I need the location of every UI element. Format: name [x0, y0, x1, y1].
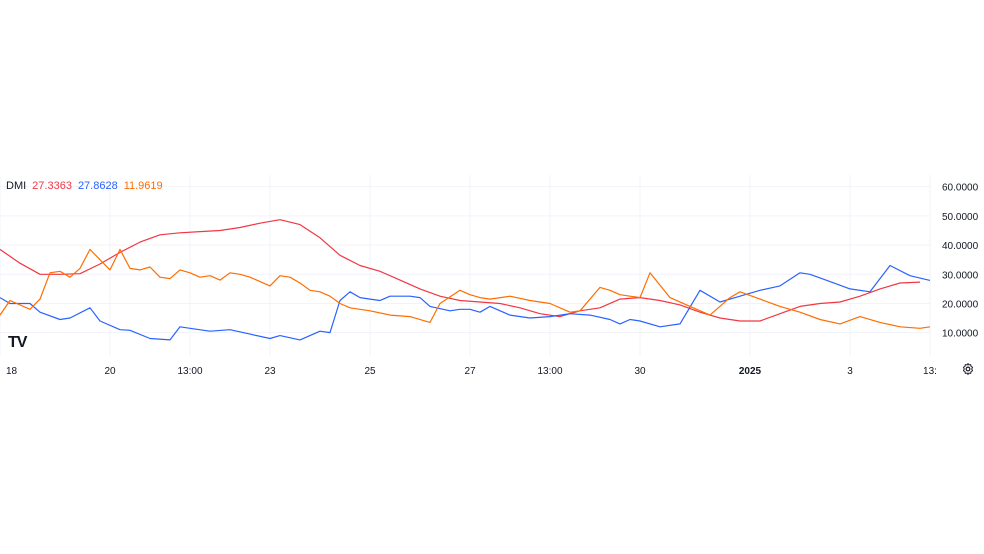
gear-icon[interactable]	[961, 362, 975, 376]
legend-adx-value: 27.3363	[32, 180, 72, 192]
legend-plus-di-value: 27.8628	[77, 180, 118, 192]
x-tick-label: 13:	[923, 366, 937, 377]
y-tick-label: 50.0000	[942, 212, 979, 223]
x-tick-label: 30	[634, 366, 646, 377]
tradingview-logo[interactable]: TV	[8, 334, 27, 351]
x-tick-label: 3	[847, 366, 853, 377]
adx-line	[0, 219, 921, 322]
y-tick-label: 30.0000	[942, 270, 979, 281]
y-tick-label: 60.0000	[942, 183, 979, 194]
indicator-legend: DMI 27.3363 27.8628 11.9619	[6, 180, 163, 192]
legend-indicator-name: DMI	[6, 180, 27, 192]
x-tick-label: 18	[6, 366, 18, 377]
x-tick-label: 23	[264, 366, 276, 377]
x-tick-label: 13:00	[537, 366, 562, 377]
plus-di-line	[0, 264, 931, 341]
x-tick-label: 13:00	[177, 366, 202, 377]
x-tick-label: 25	[364, 366, 376, 377]
legend-minus-di-value: 11.9619	[123, 180, 163, 192]
y-tick-label: 10.0000	[942, 329, 979, 340]
x-tick-label: 2025	[739, 366, 762, 377]
minus-di-line	[0, 248, 931, 329]
x-tick-label: 27	[464, 366, 476, 377]
y-tick-label: 40.0000	[942, 241, 979, 252]
y-tick-label: 20.0000	[942, 299, 979, 310]
x-tick-label: 20	[104, 366, 116, 377]
